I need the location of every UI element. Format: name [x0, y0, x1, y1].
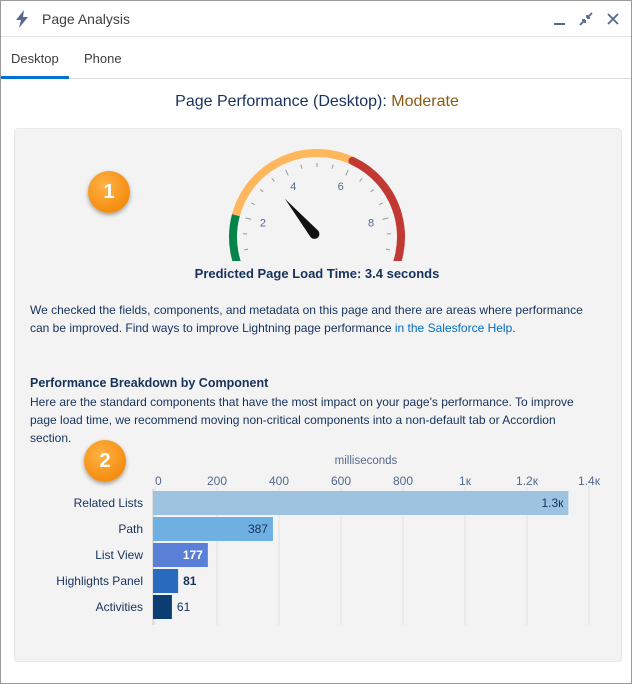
category-label: List View: [95, 548, 143, 562]
gauge-tick-label: 4: [290, 181, 296, 193]
gauge-tick: [259, 189, 264, 193]
description-suffix: .: [512, 321, 516, 335]
bar-list-view[interactable]: [153, 543, 208, 567]
tab-bar: Desktop Phone: [1, 39, 631, 79]
gauge: 0246810: [229, 149, 405, 261]
bar-value-label: 81: [183, 574, 197, 588]
category-label: Path: [118, 522, 143, 536]
gauge-tick: [385, 248, 390, 251]
gauge-tick: [378, 202, 383, 206]
performance-rating: Moderate: [391, 93, 459, 110]
tab-phone[interactable]: Phone: [84, 51, 122, 66]
collapse-icon[interactable]: [577, 10, 595, 28]
bar-related-lists[interactable]: [153, 491, 569, 515]
gauge-band-3: [348, 156, 405, 261]
gauge-tick: [382, 217, 389, 220]
gauge-needle: [284, 198, 320, 239]
x-tick-label: 0: [155, 474, 162, 488]
tab-desktop[interactable]: Desktop: [1, 39, 69, 79]
gauge-tick-label: 6: [338, 181, 344, 193]
breakdown-description: Here are the standard components that ha…: [30, 395, 574, 445]
callout-badge-2: 2: [84, 440, 126, 482]
description-text: We checked the fields, components, and m…: [30, 303, 583, 335]
gauge-tick: [331, 164, 334, 169]
gauge-tick: [285, 169, 289, 176]
x-tick-label: 200: [207, 474, 227, 488]
category-label: Activities: [96, 600, 143, 614]
x-tick-label: 400: [269, 474, 289, 488]
close-button[interactable]: [604, 10, 622, 28]
bar-path[interactable]: [153, 517, 273, 541]
gauge-tick: [244, 248, 249, 251]
category-label: Highlights Panel: [56, 574, 143, 588]
callout-badge-1: 1: [88, 171, 130, 213]
gauge-tick: [345, 169, 349, 176]
bar-highlights-panel[interactable]: [153, 569, 179, 593]
bar-value-label: 177: [183, 548, 203, 562]
x-tick-label: 600: [331, 474, 351, 488]
x-tick-label: 800: [393, 474, 413, 488]
gauge-band-1: [229, 211, 241, 261]
gauge-tick: [271, 177, 275, 182]
gauge-tick: [370, 189, 375, 193]
performance-title-label: Page Performance (Desktop):: [175, 93, 392, 110]
category-label: Related Lists: [74, 496, 143, 510]
lightning-bolt-icon: [15, 10, 29, 33]
x-tick-label: 1.4к: [578, 474, 601, 488]
title-bar: Page Analysis: [1, 1, 631, 37]
bar-value-label: 387: [248, 522, 268, 536]
x-axis-label: milliseconds: [335, 455, 398, 467]
bar-activities[interactable]: [153, 595, 172, 619]
gauge-band-2: [231, 149, 355, 217]
analysis-panel: [14, 128, 622, 662]
x-tick-label: 1к: [459, 474, 472, 488]
breakdown-title: Performance Breakdown by Component: [30, 376, 269, 390]
bar-value-label: 61: [177, 600, 191, 614]
predicted-load-time: Predicted Page Load Time: 3.4 seconds: [194, 266, 440, 281]
x-tick-label: 1.2к: [516, 474, 539, 488]
performance-description: We checked the fields, components, and m…: [30, 301, 590, 337]
minimize-button[interactable]: [551, 10, 569, 28]
salesforce-help-link[interactable]: in the Salesforce Help: [394, 321, 513, 335]
page-performance-title: Page Performance (Desktop): Moderate: [1, 93, 632, 111]
gauge-tick: [300, 164, 303, 169]
bar-value-label: 1.3к: [541, 496, 564, 510]
gauge-tick: [359, 177, 363, 182]
breakdown-chart: milliseconds 0 200 400 600 800 1к 1.2к 1.4к Relat…: [56, 455, 601, 625]
gauge-tick-label: 2: [260, 218, 266, 230]
gauge-tick: [251, 202, 256, 206]
window-title: Page Analysis: [42, 11, 130, 27]
gauge-tick: [245, 217, 252, 220]
gauge-tick-label: 8: [368, 218, 374, 230]
